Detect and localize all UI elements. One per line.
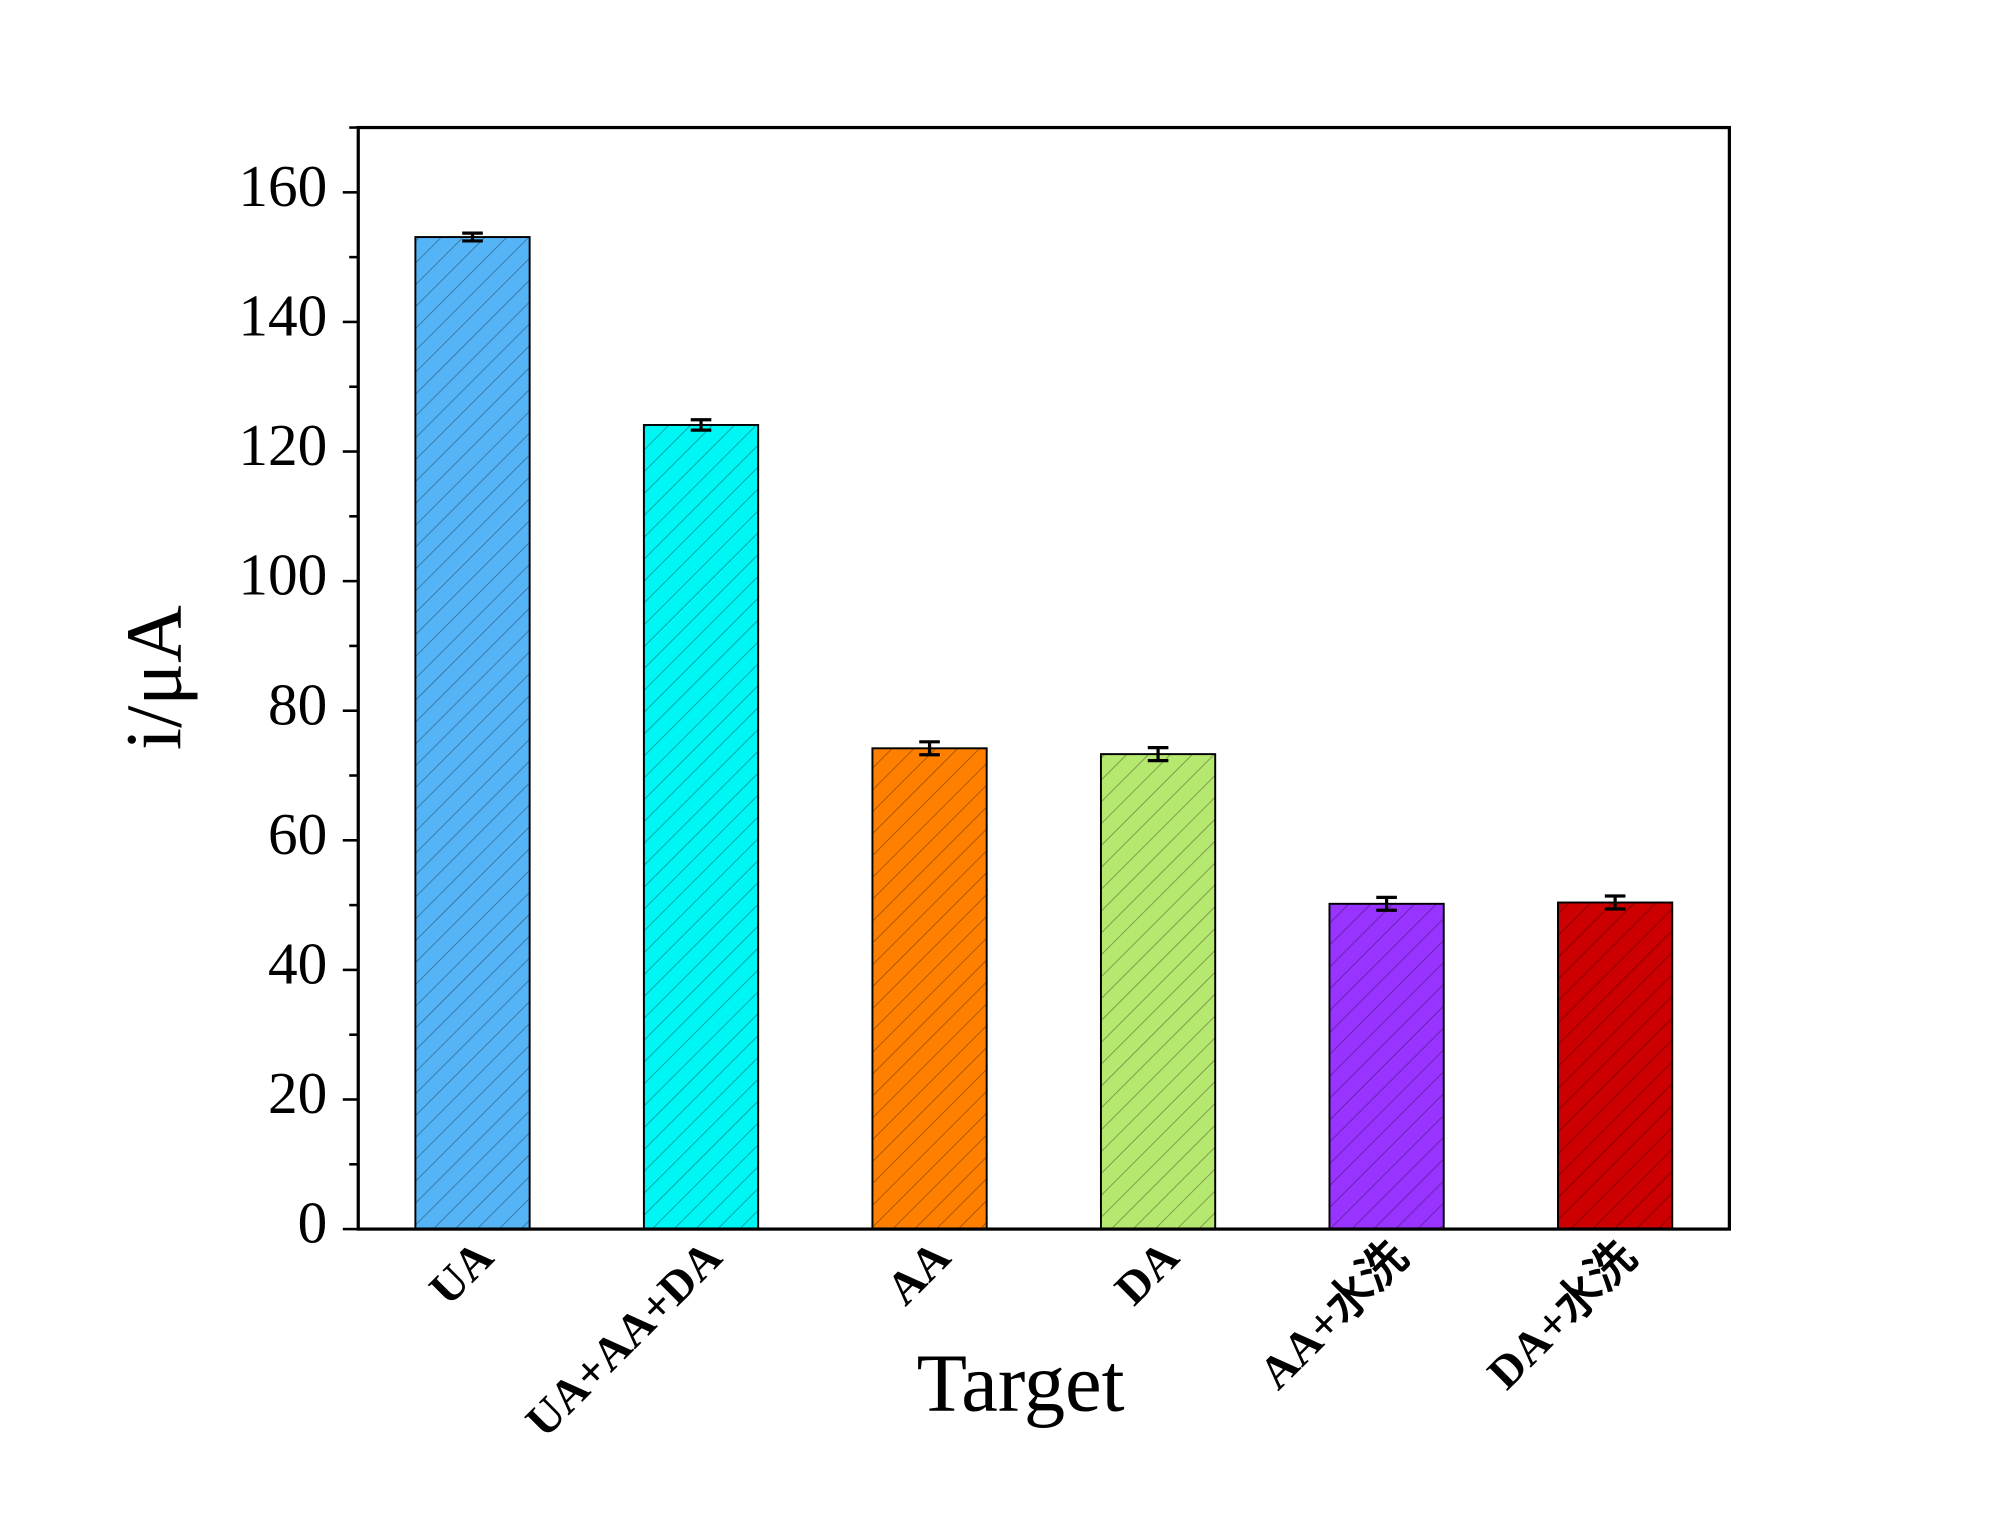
y-tick-label: 60 — [268, 801, 327, 867]
y-tick-label: 140 — [238, 283, 327, 349]
bar-hatch — [872, 748, 987, 1230]
x-tick-label: DA+水洗 — [1478, 1231, 1646, 1399]
bar-hatch — [1557, 902, 1673, 1230]
error-bar — [462, 231, 483, 243]
y-tick-label: 0 — [298, 1190, 328, 1256]
y-tick-label: 20 — [268, 1060, 327, 1126]
y-tick-label: 80 — [268, 671, 327, 737]
y-tick-label: 40 — [268, 931, 327, 997]
y-axis-label: i/μA — [110, 605, 198, 750]
x-tick-label: UA — [420, 1231, 504, 1315]
plot-frame — [356, 125, 1731, 1231]
error-bar — [1376, 895, 1397, 912]
bar-hatch — [643, 424, 759, 1230]
y-tick-label: 160 — [238, 153, 327, 219]
x-axis-label: Target — [917, 1338, 1125, 1429]
y-tick-label: 100 — [238, 542, 327, 608]
error-bar — [1147, 746, 1169, 763]
error-bar — [690, 418, 712, 432]
bar-hatch — [1100, 754, 1216, 1230]
error-bar — [919, 740, 940, 757]
y-tick-label: 120 — [238, 412, 327, 478]
x-tick-label: DA — [1106, 1231, 1190, 1315]
x-tick-label: UA+AA+DA — [516, 1231, 732, 1447]
x-tick-label: AA+水洗 — [1249, 1231, 1417, 1399]
error-bar — [1604, 894, 1626, 911]
x-tick-label: AA — [877, 1231, 961, 1315]
bar-hatch — [415, 237, 530, 1230]
bar-hatch — [1329, 903, 1444, 1230]
